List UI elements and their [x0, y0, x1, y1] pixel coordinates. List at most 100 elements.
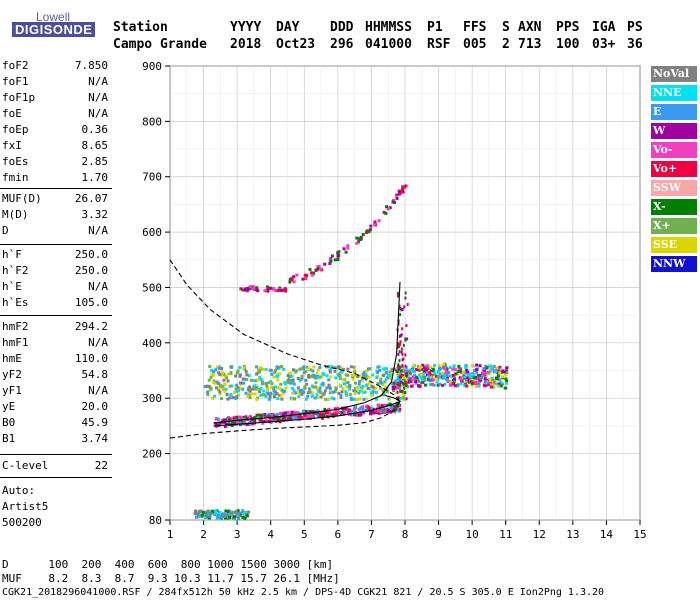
echo-point [321, 416, 325, 420]
echo-point [497, 368, 501, 372]
echo-point [369, 410, 373, 414]
echo-point [211, 511, 215, 515]
echo-point [241, 509, 245, 513]
echo-point [483, 377, 487, 381]
echo-point [368, 412, 372, 416]
echo-point [405, 397, 408, 401]
echo-point [353, 370, 357, 374]
y-tick-label: 900 [142, 60, 162, 73]
echo-point [392, 200, 396, 204]
echo-point [238, 373, 242, 377]
echo-point [399, 396, 403, 400]
echo-point [401, 393, 405, 397]
echo-point [392, 405, 396, 409]
echo-point [301, 277, 305, 281]
echo-point [300, 377, 304, 381]
echo-point [422, 375, 426, 379]
echo-point [370, 393, 374, 397]
y-tick-label: 200 [142, 448, 162, 461]
echo-point [315, 393, 319, 397]
echo-point [214, 425, 218, 429]
echo-point [393, 367, 397, 371]
y-tick-label: 80 [149, 514, 162, 527]
legend-item-e: E [651, 104, 697, 120]
echo-point [361, 405, 365, 409]
param-row: B0 45.9 [2, 416, 108, 432]
echo-point [267, 397, 271, 401]
param-key: hmF2 [2, 320, 29, 333]
echo-point [194, 509, 198, 513]
echo-point [361, 372, 365, 376]
echo-point [262, 393, 266, 397]
echo-point [382, 393, 386, 397]
echo-point [207, 378, 211, 382]
echo-point [233, 390, 237, 394]
echo-point [433, 373, 437, 377]
echo-point [378, 369, 382, 373]
echo-point [402, 343, 405, 347]
echo-point [470, 372, 474, 376]
echo-point [232, 515, 236, 519]
echo-point [474, 385, 478, 389]
echo-point [310, 271, 314, 275]
echo-point [498, 371, 502, 375]
echo-point [470, 381, 474, 385]
echo-point [440, 371, 444, 375]
param-separator [0, 477, 112, 478]
y-tick-label: 400 [142, 337, 162, 350]
echo-point [241, 516, 245, 520]
header-value-5: RSF [427, 37, 451, 52]
echo-point [451, 373, 455, 377]
x-tick-label: 15 [633, 528, 646, 541]
echo-point [312, 271, 316, 275]
echo-point [383, 403, 387, 407]
echo-point [398, 359, 401, 363]
echo-point [283, 382, 287, 386]
echo-point [324, 397, 328, 401]
echo-point [269, 420, 273, 424]
echo-point [475, 363, 479, 367]
echo-point [312, 385, 316, 389]
echo-point [310, 391, 314, 395]
param-key: yF1 [2, 384, 22, 397]
echo-point [337, 253, 341, 257]
echo-point [241, 288, 245, 292]
echo-point [385, 205, 389, 209]
echo-point [255, 288, 259, 292]
echo-point [403, 386, 406, 390]
echo-point [348, 383, 352, 387]
echo-point [328, 412, 332, 416]
echo-point [392, 381, 396, 385]
echo-point [459, 382, 463, 386]
param-key: foF1 [2, 75, 29, 88]
echo-point [344, 250, 348, 254]
echo-point [484, 364, 488, 368]
echo-point [226, 509, 230, 513]
param-value: 8.65 [81, 139, 109, 152]
echo-point [281, 389, 285, 393]
echo-point [370, 384, 374, 388]
echo-point [360, 388, 364, 392]
echo-point [383, 409, 387, 413]
param-value: N/A [88, 224, 108, 237]
echo-point [309, 413, 313, 417]
echo-point [358, 389, 362, 393]
echo-point [318, 412, 322, 416]
echo-point [363, 372, 367, 376]
echo-point [365, 369, 369, 373]
echo-point [212, 373, 216, 377]
param-row: h`F2 250.0 [2, 264, 108, 280]
echo-point [407, 379, 411, 383]
echo-point [345, 385, 349, 389]
echo-point [258, 375, 262, 379]
param-row: hmE 110.0 [2, 352, 108, 368]
echo-point [210, 373, 214, 377]
echo-point [280, 397, 284, 401]
echo-point [421, 367, 425, 371]
echo-point [328, 261, 332, 265]
echo-point [404, 184, 408, 188]
echo-point [313, 385, 317, 389]
echo-point [333, 407, 337, 411]
echo-point [308, 268, 312, 272]
echo-point [359, 385, 363, 389]
